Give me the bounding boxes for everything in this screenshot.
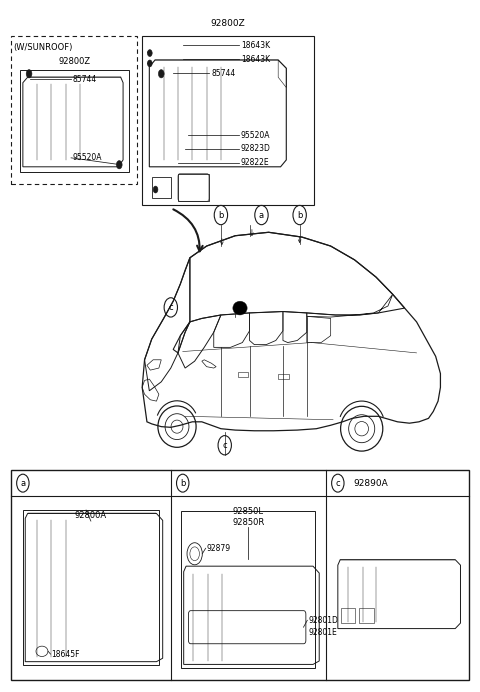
Text: c: c xyxy=(222,441,227,450)
Circle shape xyxy=(116,161,122,169)
Text: 92823D: 92823D xyxy=(241,145,271,154)
Text: 18643K: 18643K xyxy=(241,41,270,50)
Text: 92801D: 92801D xyxy=(308,616,338,625)
Text: 92822E: 92822E xyxy=(241,158,270,167)
Text: ◆: ◆ xyxy=(147,51,151,55)
Text: 18645F: 18645F xyxy=(51,650,80,659)
Text: 95520A: 95520A xyxy=(72,154,101,163)
Text: c: c xyxy=(168,303,173,312)
Text: 95520A: 95520A xyxy=(241,131,270,140)
Text: b: b xyxy=(218,210,224,219)
Circle shape xyxy=(153,186,158,193)
Bar xyxy=(11,36,137,184)
Text: (W/SUNROOF): (W/SUNROOF) xyxy=(13,43,72,52)
Bar xyxy=(181,511,315,668)
Text: ◆: ◆ xyxy=(147,61,151,66)
Text: a: a xyxy=(259,210,264,219)
Text: 92801E: 92801E xyxy=(308,628,337,637)
Bar xyxy=(238,372,248,377)
Text: 92800Z: 92800Z xyxy=(58,57,90,66)
Circle shape xyxy=(147,50,152,57)
Circle shape xyxy=(147,60,152,67)
Text: 92890A: 92890A xyxy=(354,479,389,488)
Text: 92879: 92879 xyxy=(206,544,231,553)
Bar xyxy=(23,510,159,665)
Bar xyxy=(341,608,356,623)
Text: 92850R: 92850R xyxy=(232,518,264,527)
Bar xyxy=(20,71,129,172)
Bar xyxy=(142,36,314,205)
Bar xyxy=(360,608,373,623)
Ellipse shape xyxy=(233,301,247,315)
Bar xyxy=(152,177,171,198)
Text: 18643K: 18643K xyxy=(241,55,270,64)
Bar xyxy=(278,374,288,379)
Text: 85744: 85744 xyxy=(72,75,96,84)
Circle shape xyxy=(26,70,32,78)
Text: 92850L: 92850L xyxy=(233,507,264,516)
Circle shape xyxy=(158,70,164,78)
Text: 85744: 85744 xyxy=(211,69,236,78)
Text: b: b xyxy=(180,479,185,488)
Text: c: c xyxy=(336,479,340,488)
Text: a: a xyxy=(20,479,25,488)
Text: 92800A: 92800A xyxy=(75,511,107,520)
Text: 92800Z: 92800Z xyxy=(211,19,245,28)
Bar xyxy=(178,174,209,201)
Bar xyxy=(11,470,469,680)
Text: b: b xyxy=(297,210,302,219)
